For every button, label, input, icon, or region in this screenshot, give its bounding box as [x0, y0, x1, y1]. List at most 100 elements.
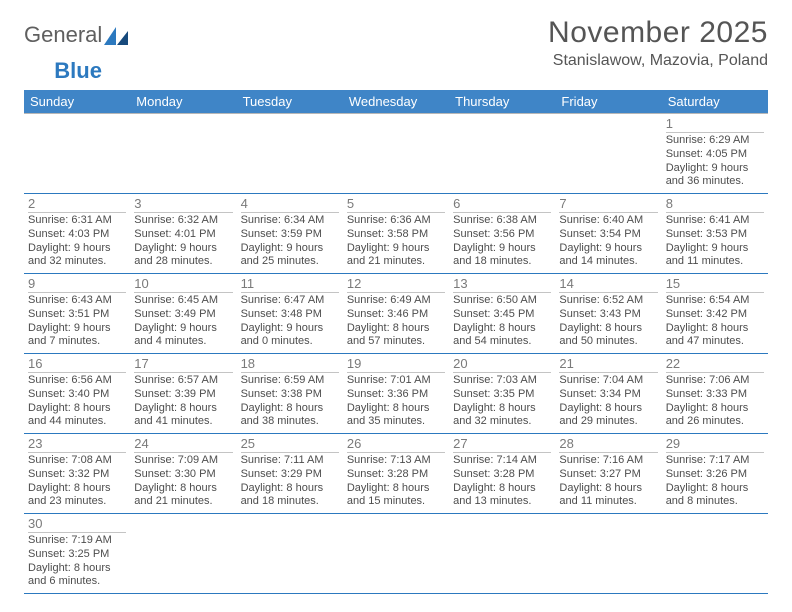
day-number: 4: [241, 196, 339, 213]
day-info: Sunrise: 6:38 AMSunset: 3:56 PMDaylight:…: [453, 214, 551, 269]
day-number: 9: [28, 276, 126, 293]
day-number: 25: [241, 436, 339, 453]
calendar-day: 14Sunrise: 6:52 AMSunset: 3:43 PMDayligh…: [555, 274, 661, 354]
day-number: 28: [559, 436, 657, 453]
col-friday: Friday: [555, 90, 661, 114]
calendar-week: 2Sunrise: 6:31 AMSunset: 4:03 PMDaylight…: [24, 194, 768, 274]
day-info: Sunrise: 7:09 AMSunset: 3:30 PMDaylight:…: [134, 454, 232, 509]
day-info: Sunrise: 6:31 AMSunset: 4:03 PMDaylight:…: [28, 214, 126, 269]
day-info: Sunrise: 6:41 AMSunset: 3:53 PMDaylight:…: [666, 214, 764, 269]
day-info: Sunrise: 7:14 AMSunset: 3:28 PMDaylight:…: [453, 454, 551, 509]
day-number: 22: [666, 356, 764, 373]
calendar-day: 11Sunrise: 6:47 AMSunset: 3:48 PMDayligh…: [237, 274, 343, 354]
col-saturday: Saturday: [662, 90, 768, 114]
day-info: Sunrise: 6:29 AMSunset: 4:05 PMDaylight:…: [666, 134, 764, 189]
day-number: 6: [453, 196, 551, 213]
day-number: 10: [134, 276, 232, 293]
day-info: Sunrise: 7:08 AMSunset: 3:32 PMDaylight:…: [28, 454, 126, 509]
day-number: 2: [28, 196, 126, 213]
calendar-week: 30Sunrise: 7:19 AMSunset: 3:25 PMDayligh…: [24, 514, 768, 594]
calendar-day: 22Sunrise: 7:06 AMSunset: 3:33 PMDayligh…: [662, 354, 768, 434]
calendar-week: 23Sunrise: 7:08 AMSunset: 3:32 PMDayligh…: [24, 434, 768, 514]
calendar-day: 25Sunrise: 7:11 AMSunset: 3:29 PMDayligh…: [237, 434, 343, 514]
day-number: 18: [241, 356, 339, 373]
calendar-empty: [237, 514, 343, 594]
col-thursday: Thursday: [449, 90, 555, 114]
day-info: Sunrise: 7:13 AMSunset: 3:28 PMDaylight:…: [347, 454, 445, 509]
col-monday: Monday: [130, 90, 236, 114]
calendar-day: 27Sunrise: 7:14 AMSunset: 3:28 PMDayligh…: [449, 434, 555, 514]
calendar-empty: [662, 514, 768, 594]
logo-sail-icon: [104, 25, 130, 45]
month-title: November 2025: [548, 16, 768, 50]
day-info: Sunrise: 6:56 AMSunset: 3:40 PMDaylight:…: [28, 374, 126, 429]
day-number: 7: [559, 196, 657, 213]
day-number: 17: [134, 356, 232, 373]
calendar-day: 24Sunrise: 7:09 AMSunset: 3:30 PMDayligh…: [130, 434, 236, 514]
logo-text-blue: Blue: [54, 58, 102, 84]
day-info: Sunrise: 7:16 AMSunset: 3:27 PMDaylight:…: [559, 454, 657, 509]
day-number: 30: [28, 516, 126, 533]
calendar-day: 7Sunrise: 6:40 AMSunset: 3:54 PMDaylight…: [555, 194, 661, 274]
calendar-day: 16Sunrise: 6:56 AMSunset: 3:40 PMDayligh…: [24, 354, 130, 434]
calendar-day: 18Sunrise: 6:59 AMSunset: 3:38 PMDayligh…: [237, 354, 343, 434]
calendar-day: 12Sunrise: 6:49 AMSunset: 3:46 PMDayligh…: [343, 274, 449, 354]
calendar-empty: [130, 114, 236, 194]
calendar-day: 23Sunrise: 7:08 AMSunset: 3:32 PMDayligh…: [24, 434, 130, 514]
calendar-day: 21Sunrise: 7:04 AMSunset: 3:34 PMDayligh…: [555, 354, 661, 434]
day-info: Sunrise: 7:17 AMSunset: 3:26 PMDaylight:…: [666, 454, 764, 509]
day-number: 1: [666, 116, 764, 133]
calendar-day: 15Sunrise: 6:54 AMSunset: 3:42 PMDayligh…: [662, 274, 768, 354]
calendar-day: 1Sunrise: 6:29 AMSunset: 4:05 PMDaylight…: [662, 114, 768, 194]
day-number: 13: [453, 276, 551, 293]
calendar-day: 17Sunrise: 6:57 AMSunset: 3:39 PMDayligh…: [130, 354, 236, 434]
calendar-empty: [449, 514, 555, 594]
calendar-week: 16Sunrise: 6:56 AMSunset: 3:40 PMDayligh…: [24, 354, 768, 434]
location: Stanislawow, Mazovia, Poland: [548, 52, 768, 70]
day-info: Sunrise: 6:50 AMSunset: 3:45 PMDaylight:…: [453, 294, 551, 349]
day-info: Sunrise: 7:19 AMSunset: 3:25 PMDaylight:…: [28, 534, 126, 589]
day-info: Sunrise: 6:34 AMSunset: 3:59 PMDaylight:…: [241, 214, 339, 269]
day-number: 12: [347, 276, 445, 293]
calendar-empty: [343, 114, 449, 194]
calendar-day: 28Sunrise: 7:16 AMSunset: 3:27 PMDayligh…: [555, 434, 661, 514]
title-block: November 2025 Stanislawow, Mazovia, Pola…: [548, 16, 768, 70]
day-info: Sunrise: 6:49 AMSunset: 3:46 PMDaylight:…: [347, 294, 445, 349]
calendar-empty: [24, 114, 130, 194]
calendar-week: 9Sunrise: 6:43 AMSunset: 3:51 PMDaylight…: [24, 274, 768, 354]
calendar-day: 13Sunrise: 6:50 AMSunset: 3:45 PMDayligh…: [449, 274, 555, 354]
calendar-day: 2Sunrise: 6:31 AMSunset: 4:03 PMDaylight…: [24, 194, 130, 274]
day-info: Sunrise: 7:11 AMSunset: 3:29 PMDaylight:…: [241, 454, 339, 509]
day-info: Sunrise: 6:45 AMSunset: 3:49 PMDaylight:…: [134, 294, 232, 349]
col-sunday: Sunday: [24, 90, 130, 114]
calendar-empty: [237, 114, 343, 194]
day-info: Sunrise: 7:06 AMSunset: 3:33 PMDaylight:…: [666, 374, 764, 429]
calendar-empty: [343, 514, 449, 594]
day-number: 8: [666, 196, 764, 213]
day-info: Sunrise: 7:03 AMSunset: 3:35 PMDaylight:…: [453, 374, 551, 429]
calendar-day: 26Sunrise: 7:13 AMSunset: 3:28 PMDayligh…: [343, 434, 449, 514]
day-number: 15: [666, 276, 764, 293]
day-number: 20: [453, 356, 551, 373]
calendar-day: 10Sunrise: 6:45 AMSunset: 3:49 PMDayligh…: [130, 274, 236, 354]
day-number: 27: [453, 436, 551, 453]
day-number: 24: [134, 436, 232, 453]
calendar-day: 20Sunrise: 7:03 AMSunset: 3:35 PMDayligh…: [449, 354, 555, 434]
day-info: Sunrise: 6:52 AMSunset: 3:43 PMDaylight:…: [559, 294, 657, 349]
day-info: Sunrise: 6:47 AMSunset: 3:48 PMDaylight:…: [241, 294, 339, 349]
day-number: 11: [241, 276, 339, 293]
calendar-empty: [555, 514, 661, 594]
col-tuesday: Tuesday: [237, 90, 343, 114]
day-info: Sunrise: 6:59 AMSunset: 3:38 PMDaylight:…: [241, 374, 339, 429]
day-number: 26: [347, 436, 445, 453]
day-info: Sunrise: 6:43 AMSunset: 3:51 PMDaylight:…: [28, 294, 126, 349]
calendar-empty: [555, 114, 661, 194]
calendar-day: 8Sunrise: 6:41 AMSunset: 3:53 PMDaylight…: [662, 194, 768, 274]
calendar-header-row: Sunday Monday Tuesday Wednesday Thursday…: [24, 90, 768, 114]
day-number: 16: [28, 356, 126, 373]
calendar-day: 3Sunrise: 6:32 AMSunset: 4:01 PMDaylight…: [130, 194, 236, 274]
calendar-empty: [449, 114, 555, 194]
calendar-day: 30Sunrise: 7:19 AMSunset: 3:25 PMDayligh…: [24, 514, 130, 594]
calendar-body: 1Sunrise: 6:29 AMSunset: 4:05 PMDaylight…: [24, 114, 768, 594]
day-info: Sunrise: 6:36 AMSunset: 3:58 PMDaylight:…: [347, 214, 445, 269]
